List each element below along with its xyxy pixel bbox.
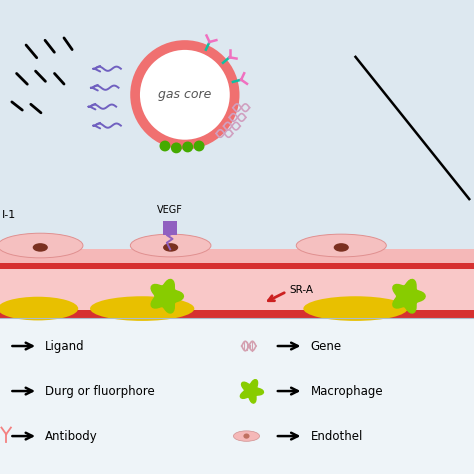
Ellipse shape — [130, 234, 211, 257]
Ellipse shape — [244, 433, 250, 439]
Polygon shape — [151, 280, 183, 313]
Text: VEGF: VEGF — [157, 205, 183, 215]
Circle shape — [135, 45, 235, 145]
FancyBboxPatch shape — [0, 263, 474, 269]
Ellipse shape — [33, 243, 48, 252]
Ellipse shape — [303, 296, 408, 321]
FancyBboxPatch shape — [0, 310, 474, 318]
Ellipse shape — [296, 234, 386, 257]
Text: Antibody: Antibody — [45, 429, 98, 443]
Ellipse shape — [163, 243, 178, 252]
Ellipse shape — [0, 297, 78, 320]
Text: I-1: I-1 — [2, 210, 17, 220]
Circle shape — [183, 142, 192, 152]
Ellipse shape — [334, 243, 349, 252]
FancyBboxPatch shape — [0, 318, 474, 474]
FancyBboxPatch shape — [0, 269, 474, 310]
Text: SR-A: SR-A — [289, 285, 313, 295]
Ellipse shape — [234, 431, 260, 441]
Text: Durg or fluorphore: Durg or fluorphore — [45, 384, 155, 398]
Text: Endothel: Endothel — [310, 429, 363, 443]
Polygon shape — [393, 280, 425, 313]
Text: Ligand: Ligand — [45, 339, 85, 353]
Text: Macrophage: Macrophage — [310, 384, 383, 398]
Circle shape — [194, 141, 204, 151]
Polygon shape — [240, 380, 264, 403]
Text: gas core: gas core — [158, 88, 211, 101]
FancyBboxPatch shape — [0, 249, 474, 263]
FancyBboxPatch shape — [163, 221, 177, 235]
Circle shape — [160, 141, 170, 151]
Ellipse shape — [0, 233, 83, 258]
Ellipse shape — [90, 296, 194, 321]
Text: Gene: Gene — [310, 339, 342, 353]
Circle shape — [172, 143, 181, 153]
